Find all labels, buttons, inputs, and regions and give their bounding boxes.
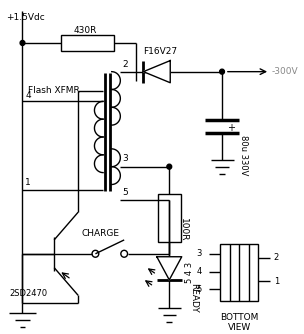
Text: 3: 3	[196, 249, 202, 258]
Text: -300V: -300V	[272, 67, 299, 76]
Text: 3: 3	[122, 154, 128, 163]
Text: 4: 4	[25, 91, 31, 100]
Text: 5 4 3: 5 4 3	[185, 262, 194, 283]
Text: +: +	[227, 123, 235, 133]
Text: 5: 5	[196, 285, 202, 294]
Circle shape	[20, 40, 25, 45]
Text: 80u 330V: 80u 330V	[239, 135, 248, 175]
Text: READY: READY	[189, 284, 198, 313]
Text: CHARGE: CHARGE	[81, 229, 119, 238]
Text: +1.5Vdc: +1.5Vdc	[6, 13, 45, 22]
Text: 430R: 430R	[73, 26, 97, 35]
Polygon shape	[143, 60, 170, 83]
Text: VIEW: VIEW	[228, 323, 251, 332]
Bar	[220, 244, 258, 301]
Text: 2: 2	[122, 60, 128, 69]
Text: 4: 4	[196, 267, 202, 276]
Bar	[61, 35, 114, 51]
Text: F16V27: F16V27	[143, 47, 178, 56]
Text: 2: 2	[274, 253, 279, 262]
Text: Flash XFMR: Flash XFMR	[28, 86, 80, 95]
Text: 1: 1	[274, 277, 279, 286]
Text: 100R: 100R	[179, 218, 188, 241]
Text: 2SD2470: 2SD2470	[9, 289, 47, 298]
Circle shape	[167, 164, 172, 169]
Text: 1: 1	[25, 178, 31, 187]
Bar	[158, 194, 181, 242]
Text: 5: 5	[122, 188, 128, 197]
Text: BOTTOM: BOTTOM	[220, 313, 258, 322]
Polygon shape	[157, 257, 182, 280]
Circle shape	[220, 69, 224, 74]
